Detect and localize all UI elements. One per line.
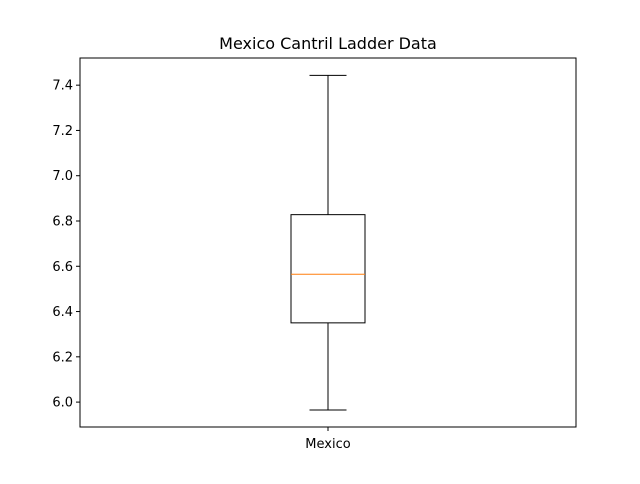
y-tick-label: 7.0	[52, 169, 73, 184]
plot-area: 6.0 6.2 6.4 6.6 6.8 7.0 7.2 7.4 Mexico	[52, 57, 577, 452]
y-tick-label: 6.8	[52, 214, 73, 229]
y-tick-label: 6.0	[52, 396, 73, 411]
y-tick-label: 6.2	[52, 350, 73, 365]
x-tick-label: Mexico	[305, 437, 350, 452]
y-tick-label: 7.4	[52, 79, 73, 94]
y-tick-label: 6.4	[52, 305, 73, 320]
chart-title: Mexico Cantril Ladder Data	[219, 34, 437, 53]
box-iqr	[290, 214, 366, 324]
y-tick-label: 6.6	[52, 260, 73, 275]
y-tick-label: 7.2	[52, 124, 73, 139]
